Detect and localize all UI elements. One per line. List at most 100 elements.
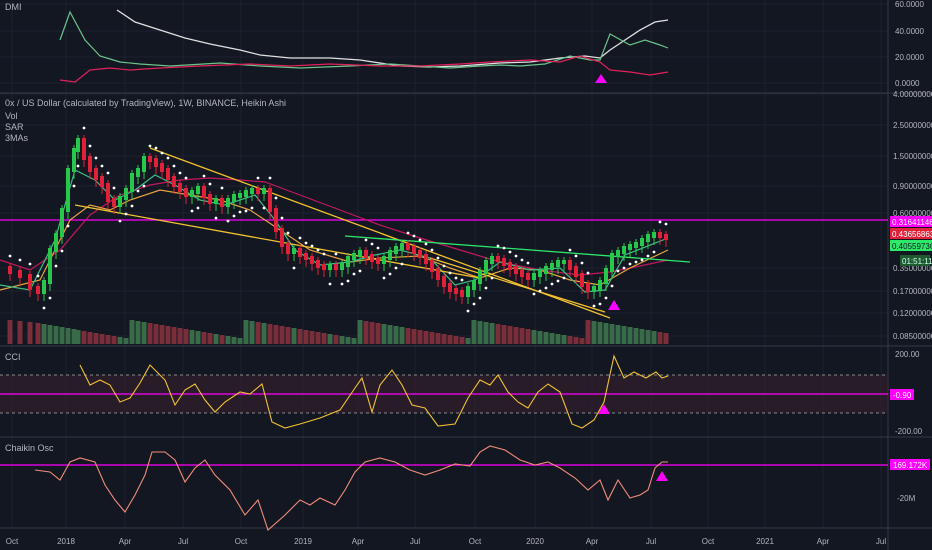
candle-body — [382, 256, 386, 264]
sar-dot — [214, 216, 218, 220]
sar-dot — [412, 234, 416, 238]
candle-body — [376, 258, 380, 264]
sar-dot — [598, 302, 602, 306]
candle-body — [580, 273, 584, 287]
candle-body — [244, 190, 248, 197]
dmi-pane[interactable]: DMI 60.0000 40.0000 20.0000 0.0000 — [5, 0, 924, 88]
volume-bar — [429, 332, 435, 344]
sar-dot — [76, 164, 80, 168]
volume-bar — [585, 320, 591, 344]
candle-body — [412, 246, 416, 254]
price-title: 0x / US Dollar (calculated by TradingVie… — [5, 98, 286, 108]
sar-dot — [184, 176, 188, 180]
volume-bar — [159, 325, 165, 344]
volume-bar — [483, 322, 489, 344]
volume-bar — [495, 324, 501, 344]
volume-bar — [423, 331, 429, 344]
volume-bar — [333, 335, 339, 344]
legend-3mas: 3MAs — [5, 133, 29, 143]
volume-bar — [645, 330, 651, 344]
sar-dot — [190, 209, 194, 213]
cci-signal-marker — [598, 404, 610, 414]
volume-bar — [573, 337, 579, 344]
candle-body — [142, 156, 146, 172]
volume-bar — [255, 322, 261, 344]
candle-body — [628, 244, 632, 250]
volume-bar — [129, 320, 135, 344]
volume-bar — [87, 332, 93, 344]
volume-bar — [17, 321, 23, 344]
candle-body — [292, 248, 296, 254]
chaikin-pane[interactable]: Chaikin Osc -20M 169.172K — [0, 443, 930, 531]
volume-bar — [357, 320, 363, 344]
candle-body — [286, 243, 290, 254]
candle-body — [400, 243, 404, 250]
candle-body — [514, 266, 518, 274]
volume-bar — [639, 329, 645, 344]
volume-bar — [59, 327, 65, 344]
sar-dots — [8, 126, 668, 313]
volume-bars — [7, 320, 669, 344]
sar-dot — [60, 249, 64, 253]
volume-bar — [657, 332, 663, 344]
sar-dot — [568, 248, 572, 252]
sar-dot — [352, 272, 356, 276]
volume-bar — [41, 324, 47, 344]
time-axis[interactable]: Oct 2018 Apr Jul Oct 2019 Apr Jul Oct 2020 Apr Jul O… — [6, 537, 887, 546]
candle-body — [66, 168, 70, 212]
volume-bar — [603, 323, 609, 344]
volume-bar — [363, 321, 369, 344]
candle-body — [346, 256, 350, 267]
dmi-tick-label: 40.0000 — [895, 27, 924, 36]
candle-body — [94, 168, 98, 180]
candle-body — [148, 156, 152, 162]
sar-dot — [18, 258, 22, 262]
time-tick-label: Oct — [469, 537, 482, 546]
price-tick-label: 1.50000000 — [893, 152, 932, 161]
volume-bar — [111, 336, 117, 344]
candle-body — [214, 198, 218, 204]
candle-body — [550, 263, 554, 270]
candle-body — [658, 232, 662, 238]
candle-body — [250, 188, 254, 194]
sar-dot — [54, 264, 58, 268]
time-tick-label: 2019 — [294, 537, 312, 546]
volume-bar — [267, 324, 273, 344]
volume-bar — [213, 334, 219, 344]
candle-body — [610, 253, 614, 272]
candle-body — [18, 270, 22, 278]
volume-bar — [549, 333, 555, 344]
candle-body — [28, 274, 32, 290]
volume-bar — [35, 323, 41, 344]
time-tick-label: Oct — [6, 537, 19, 546]
ma-mid-line — [0, 189, 669, 291]
sar-dot — [544, 286, 548, 290]
volume-bar — [381, 324, 387, 344]
candle-body — [568, 260, 572, 270]
candle-body — [418, 250, 422, 258]
price-pane[interactable]: 0x / US Dollar (calculated by TradingVie… — [0, 90, 932, 344]
volume-bar — [579, 338, 585, 344]
sar-dot — [424, 242, 428, 246]
time-tick-label: Apr — [352, 537, 365, 546]
candle-body — [226, 198, 230, 207]
sar-dot — [466, 309, 470, 313]
volume-bar — [219, 335, 225, 344]
sar-dot — [208, 182, 212, 186]
chaikin-title: Chaikin Osc — [5, 443, 54, 453]
candle-body — [232, 194, 236, 202]
cci-tick-200: 200.00 — [895, 350, 920, 359]
candle-body — [520, 270, 524, 277]
cci-pane[interactable]: CCI 200.00 -200.00 -0.90 — [0, 350, 923, 436]
sar-dot — [160, 151, 164, 155]
sar-dot — [502, 246, 506, 250]
volume-bar — [555, 334, 561, 344]
cci-value-label: -0.90 — [890, 389, 914, 400]
candle-body — [220, 198, 224, 207]
volume-bar — [393, 326, 399, 344]
sar-dot — [322, 252, 326, 256]
sar-dot — [508, 250, 512, 254]
candle-body — [364, 250, 368, 258]
cci-title: CCI — [5, 352, 21, 362]
volume-bar — [279, 326, 285, 344]
